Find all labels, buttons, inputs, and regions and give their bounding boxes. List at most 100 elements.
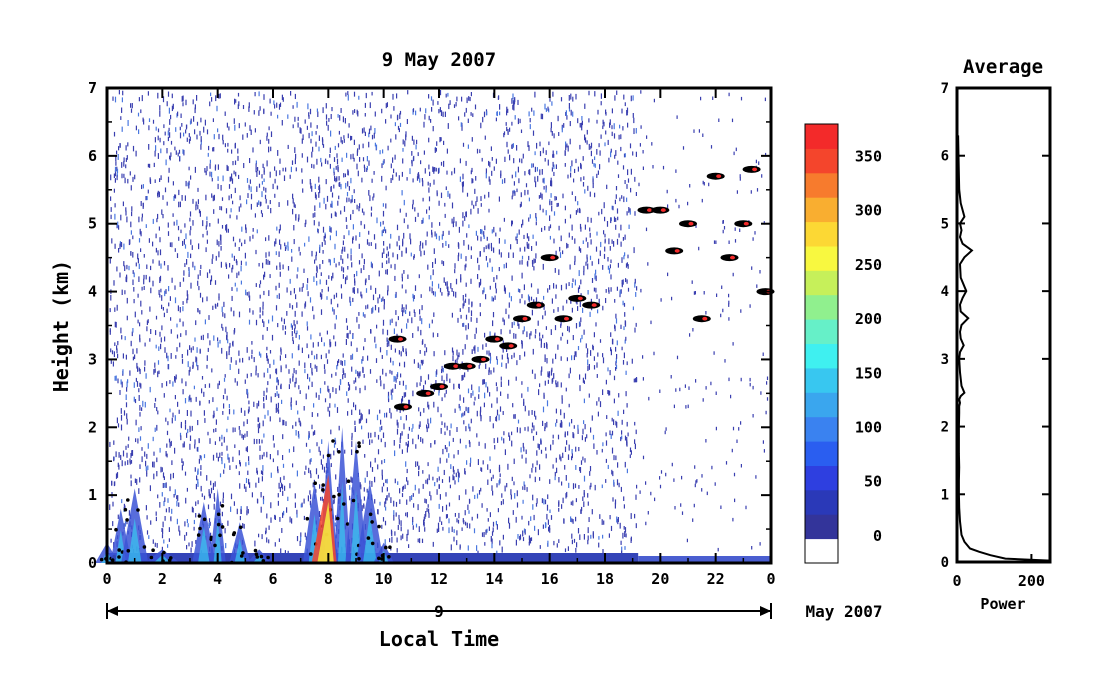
noise-speck — [318, 192, 320, 198]
noise-speck — [379, 426, 381, 432]
noise-speck — [398, 128, 400, 133]
echo-blob-core — [425, 391, 431, 396]
noise-speck — [399, 110, 402, 115]
noise-speck — [109, 330, 111, 335]
noise-speck — [537, 175, 539, 182]
noise-speck — [305, 465, 307, 470]
noise-speck — [567, 145, 569, 152]
noise-speck — [328, 349, 330, 354]
noise-speck — [428, 423, 430, 429]
noise-speck — [442, 367, 444, 373]
echo-dot — [216, 522, 221, 527]
noise-speck — [279, 262, 281, 268]
noise-speck — [532, 163, 534, 168]
noise-speck — [577, 201, 579, 206]
noise-speck — [461, 413, 463, 418]
noise-speck — [595, 269, 597, 275]
noise-speck — [292, 105, 294, 109]
noise-speck — [292, 208, 294, 215]
noise-speck — [620, 436, 622, 442]
noise-speck — [164, 516, 166, 521]
noise-speck — [568, 282, 570, 287]
noise-speck — [462, 295, 464, 301]
noise-speck — [616, 516, 618, 523]
noise-speck — [578, 246, 580, 252]
noise-speck — [403, 361, 406, 368]
noise-speck — [522, 530, 524, 537]
noise-speck — [503, 131, 506, 136]
noise-speck — [490, 242, 492, 249]
noise-speck — [496, 111, 498, 117]
noise-speck — [549, 479, 551, 484]
noise-speck — [633, 247, 635, 254]
noise-speck — [544, 226, 546, 231]
noise-speck — [226, 351, 228, 356]
noise-speck — [214, 481, 216, 487]
noise-speck — [296, 274, 298, 279]
noise-speck — [440, 428, 442, 434]
noise-speck — [459, 176, 461, 182]
noise-speck — [126, 155, 128, 160]
noise-speck — [386, 246, 388, 251]
noise-speck — [638, 182, 640, 187]
noise-speck — [761, 174, 763, 178]
noise-speck — [595, 275, 597, 282]
noise-speck — [313, 403, 315, 408]
noise-speck — [529, 333, 531, 340]
noise-speck — [182, 443, 184, 448]
noise-speck — [210, 480, 212, 486]
noise-speck — [550, 329, 552, 336]
noise-speck — [155, 315, 158, 320]
noise-speck — [137, 293, 139, 298]
noise-speck — [635, 192, 637, 196]
noise-speck — [206, 364, 208, 369]
noise-speck — [498, 464, 501, 471]
noise-speck — [510, 489, 512, 496]
noise-speck — [449, 484, 451, 489]
noise-speck — [233, 501, 235, 506]
noise-speck — [465, 314, 468, 320]
noise-speck — [335, 230, 337, 237]
noise-speck — [524, 427, 526, 431]
noise-speck — [524, 189, 526, 196]
noise-speck — [569, 214, 572, 219]
noise-speck — [293, 202, 295, 208]
noise-speck — [112, 501, 114, 507]
noise-speck — [220, 234, 222, 241]
noise-speck — [334, 341, 337, 347]
noise-speck — [448, 518, 450, 524]
noise-speck — [541, 498, 543, 504]
noise-speck — [480, 416, 482, 422]
noise-speck — [538, 195, 540, 199]
noise-speck — [621, 546, 623, 553]
noise-speck — [510, 494, 512, 500]
noise-speck — [446, 170, 448, 175]
noise-speck — [556, 203, 558, 208]
noise-speck — [680, 503, 682, 507]
noise-speck — [509, 127, 511, 132]
noise-speck — [515, 376, 517, 381]
noise-speck — [556, 467, 558, 474]
noise-speck — [208, 522, 210, 527]
noise-speck — [537, 529, 539, 536]
noise-speck — [575, 93, 577, 100]
noise-speck — [226, 353, 228, 360]
noise-speck — [380, 438, 382, 443]
noise-speck — [466, 522, 468, 529]
noise-speck — [146, 473, 148, 477]
noise-speck — [336, 407, 339, 413]
noise-speck — [516, 490, 518, 497]
noise-speck — [354, 427, 356, 432]
noise-speck — [495, 417, 497, 421]
noise-speck — [308, 132, 310, 139]
noise-speck — [544, 158, 546, 162]
noise-speck — [114, 203, 116, 208]
noise-speck — [174, 415, 176, 421]
noise-speck — [762, 352, 764, 356]
noise-speck — [419, 350, 421, 354]
noise-speck — [671, 462, 673, 467]
noise-speck — [571, 518, 573, 523]
noise-speck — [436, 478, 438, 483]
noise-speck — [170, 317, 172, 321]
noise-speck — [260, 506, 262, 513]
